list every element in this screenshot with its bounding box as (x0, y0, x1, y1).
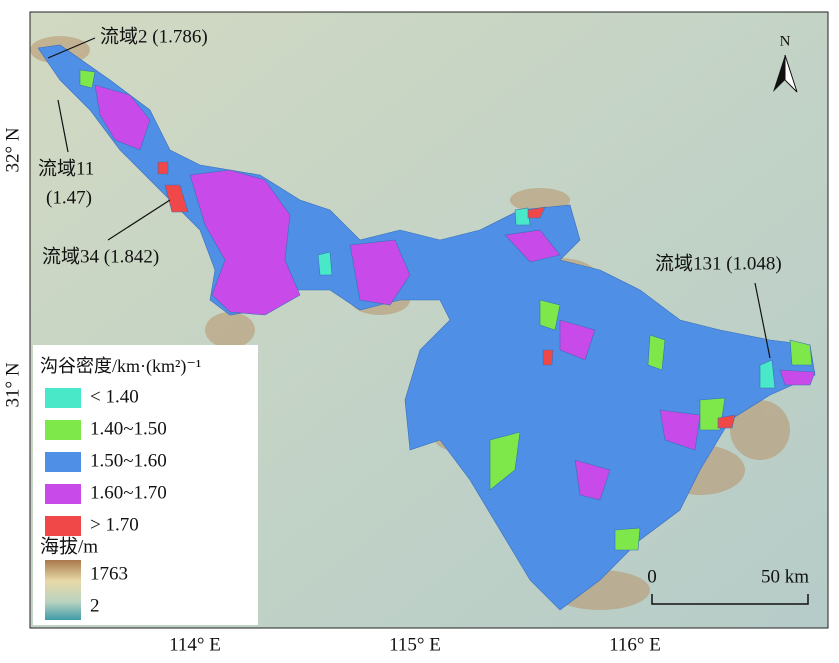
latitude-label: 31° N (2, 362, 23, 407)
annotation: 流域34 (1.842) (42, 245, 159, 267)
legend-label: 1.40~1.50 (90, 418, 167, 439)
scale-bar (651, 594, 809, 605)
legend-swatch (45, 420, 81, 440)
annotation: 流域2 (1.786) (100, 25, 208, 47)
longitude-label: 116° E (609, 634, 661, 655)
elevation-min: 2 (90, 595, 100, 616)
annotation-arrows (47, 37, 771, 359)
legend-title: 沟谷密度/km·(km²)⁻¹ (40, 356, 201, 377)
annotation: 流域131 (1.048) (655, 252, 782, 274)
legend-label: > 1.70 (90, 514, 139, 535)
annotation: 流域11 (38, 157, 94, 179)
legend-label: 1.50~1.60 (90, 450, 167, 471)
legend-swatch (45, 516, 81, 536)
map-frame (29, 11, 829, 629)
longitude-label: 115° E (389, 634, 441, 655)
scale-end: 50 km (761, 566, 809, 587)
north-label: N (780, 33, 791, 49)
longitude-label: 114° E (169, 634, 221, 655)
scale-start: 0 (647, 566, 657, 587)
legend-swatch (45, 388, 81, 408)
annotation: (1.47) (46, 187, 92, 208)
legend-label: 1.60~1.70 (90, 482, 167, 503)
legend-swatch (45, 484, 81, 504)
elevation-title: 海拔/m (40, 535, 98, 557)
north-arrow: N (773, 33, 798, 93)
legend-label: < 1.40 (90, 386, 139, 407)
latitude-label: 32° N (2, 127, 23, 172)
elevation-max: 1763 (90, 563, 128, 584)
watersheds (37, 44, 816, 611)
elevation-ramp (45, 560, 81, 620)
legend-swatch (45, 452, 81, 472)
